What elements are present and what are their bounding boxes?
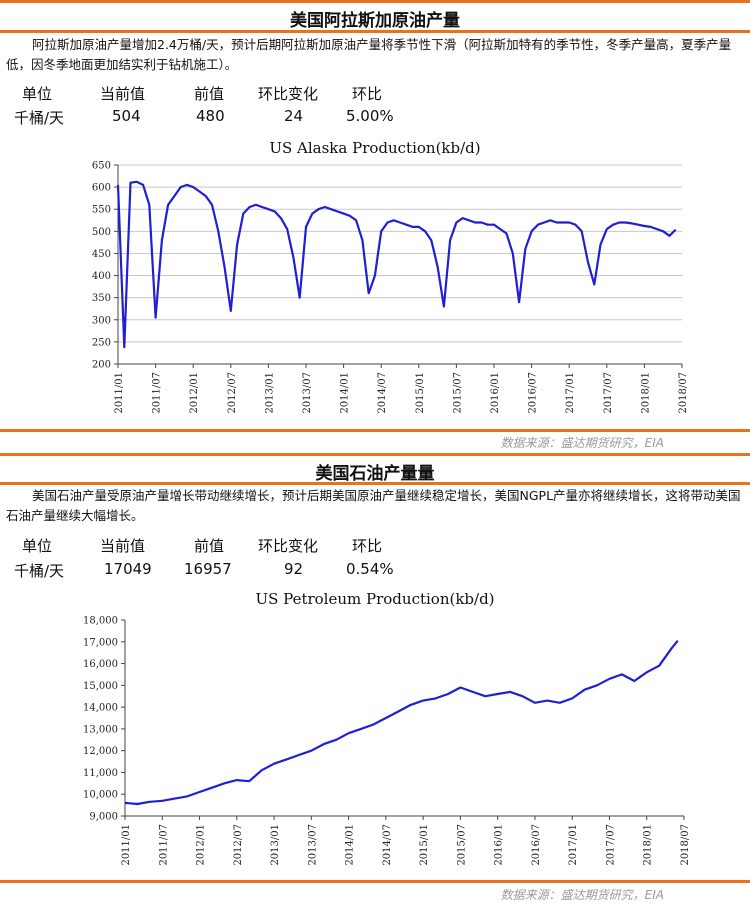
data-source-petroleum: 数据来源：盛达期货研究，EIA	[500, 888, 664, 902]
petroleum-production-chart: 9,000 10,000 11,000 12,000 13,000 14,000 15,00…	[83, 616, 691, 866]
section-description-petroleum: 美国石油产量受原油产量增长带动继续增长，预计后期美国原油产量继续稳定增长，美国N…	[6, 488, 741, 523]
x-tick-label: 2014/07	[382, 824, 393, 866]
x-tick-label: 2013/01	[270, 824, 281, 866]
table-value-change: 24	[284, 107, 304, 125]
y-tick-label: 250	[92, 337, 111, 348]
table-header-current: 当前值	[100, 537, 146, 555]
chart-title-alaska: US Alaska Production(kb/d)	[269, 139, 481, 157]
table-value-unit: 千桶/天	[14, 562, 65, 580]
section-bottom-rule	[0, 880, 750, 883]
series-line	[124, 640, 679, 806]
x-tick-label: 2015/07	[452, 372, 463, 414]
chart-title-petroleum: US Petroleum Production(kb/d)	[255, 590, 495, 608]
y-tick-label: 300	[92, 315, 111, 326]
section-title-alaska: 美国阿拉斯加原油产量	[290, 11, 460, 31]
table-header-change: 环比变化	[258, 537, 319, 555]
y-tick-label: 10,000	[83, 790, 118, 801]
section-description-alaska: 阿拉斯加原油产量增加2.4万桶/天，预计后期阿拉斯加原油产量将季节性下滑（阿拉斯…	[6, 37, 732, 72]
table-header-change: 环比变化	[258, 85, 319, 103]
x-tick-label: 2014/07	[377, 372, 388, 414]
x-tick-label: 2015/01	[415, 372, 426, 414]
x-tick-label: 2018/07	[678, 372, 689, 414]
x-tick-label: 2017/01	[568, 824, 579, 866]
x-tick-label: 2011/01	[114, 372, 125, 414]
y-tick-label: 600	[92, 183, 111, 194]
x-tick-label: 2017/01	[565, 372, 576, 414]
y-tick-label: 200	[92, 360, 111, 371]
table-header-previous: 前值	[194, 537, 225, 555]
y-tick-label: 12,000	[83, 746, 118, 757]
x-tick-label: 2013/07	[307, 824, 318, 866]
table-header-pct: 环比	[352, 537, 383, 555]
section-title-rule	[0, 482, 750, 485]
x-tick-label: 2015/07	[456, 824, 467, 866]
section-top-rule	[0, 453, 750, 456]
x-tick-label: 2016/07	[531, 824, 542, 866]
y-tick-label: 500	[92, 227, 111, 238]
x-tick-label: 2018/01	[640, 372, 651, 414]
x-tick-label: 2011/07	[152, 372, 163, 414]
section-top-rule	[0, 0, 750, 3]
y-tick-label: 550	[92, 205, 111, 216]
y-tick-label: 14,000	[83, 703, 118, 714]
x-tick-label: 2013/07	[302, 372, 313, 414]
section-title-petroleum: 美国石油产量量	[315, 464, 435, 484]
x-tick-label: 2017/07	[605, 824, 616, 866]
table-value-change: 92	[284, 560, 304, 578]
y-tick-label: 650	[92, 161, 111, 172]
x-tick-label: 2014/01	[345, 824, 356, 866]
table-value-previous: 16957	[184, 560, 232, 578]
x-tick-label: 2016/01	[494, 824, 505, 866]
x-tick-label: 2016/07	[528, 372, 539, 414]
table-header-pct: 环比	[352, 85, 383, 103]
table-value-previous: 480	[196, 107, 225, 125]
x-tick-label: 2017/07	[603, 372, 614, 414]
table-value-current: 504	[112, 107, 141, 125]
y-tick-label: 18,000	[83, 616, 118, 627]
table-header-unit: 单位	[22, 537, 53, 555]
y-tick-label: 400	[92, 271, 111, 282]
x-tick-label: 2011/07	[158, 824, 169, 866]
y-tick-label: 450	[92, 249, 111, 260]
y-tick-label: 16,000	[83, 659, 118, 670]
table-value-current: 17049	[104, 560, 152, 578]
x-tick-label: 2012/07	[233, 824, 244, 866]
x-tick-label: 2011/01	[121, 824, 132, 866]
alaska-production-chart: 200 250 300 350 400 450 500 550 600 650 2011/01 201…	[92, 161, 689, 414]
y-tick-label: 350	[92, 293, 111, 304]
y-tick-label: 9,000	[89, 812, 118, 823]
x-tick-label: 2016/01	[490, 372, 501, 414]
y-tick-label: 17,000	[83, 637, 118, 648]
table-header-current: 当前值	[100, 85, 146, 103]
data-source-alaska: 数据来源：盛达期货研究，EIA	[500, 436, 664, 450]
table-header-previous: 前值	[194, 85, 225, 103]
y-tick-label: 13,000	[83, 724, 118, 735]
x-tick-label: 2012/07	[227, 372, 238, 414]
series-line	[116, 180, 677, 349]
x-tick-label: 2014/01	[340, 372, 351, 414]
section-bottom-rule	[0, 429, 750, 432]
table-value-unit: 千桶/天	[14, 109, 65, 127]
x-tick-label: 2012/01	[196, 824, 207, 866]
table-header-unit: 单位	[22, 85, 53, 103]
section-title-rule	[0, 30, 750, 33]
x-tick-label: 2015/01	[419, 824, 430, 866]
x-tick-label: 2012/01	[189, 372, 200, 414]
y-tick-label: 15,000	[83, 681, 118, 692]
x-tick-label: 2013/01	[264, 372, 275, 414]
x-tick-label: 2018/01	[643, 824, 654, 866]
y-tick-label: 11,000	[83, 768, 118, 779]
table-value-pct: 0.54%	[346, 560, 394, 578]
x-tick-label: 2018/07	[680, 824, 691, 866]
table-value-pct: 5.00%	[346, 107, 394, 125]
